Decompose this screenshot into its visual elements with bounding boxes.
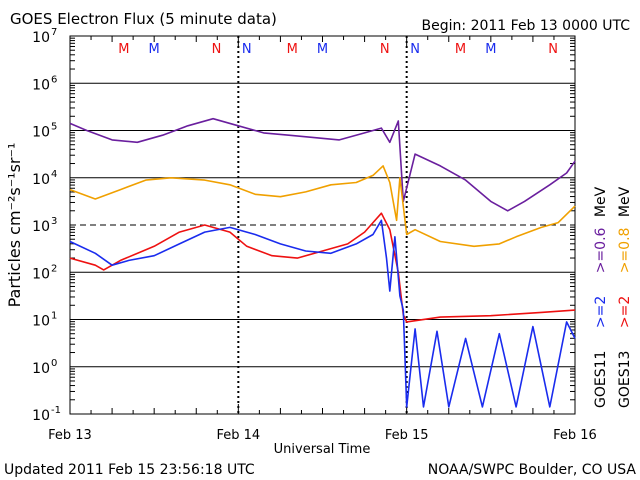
x-tick-label: Feb 13 (48, 428, 92, 443)
x-axis-label: Universal Time (274, 442, 371, 457)
y-tick-exponent: 2 (51, 263, 57, 274)
series-line-blue (69, 219, 576, 408)
day-marker-label: N (212, 42, 222, 57)
begin-time: Begin: 2011 Feb 13 0000 UTC (422, 18, 631, 34)
y-tick-exponent: 3 (51, 216, 57, 227)
x-tick-labels: Feb 13 Feb 14 Feb 15 Feb 16 (48, 428, 597, 443)
x-tick-label: Feb 16 (553, 428, 597, 443)
y-tick-exponent: 4 (51, 169, 57, 180)
day-marker-label: N (548, 42, 558, 57)
y-tick-exponent: 7 (51, 27, 57, 38)
day-divider-lines (237, 36, 408, 414)
legend-mev-left: MeV (593, 186, 609, 217)
updated-timestamp: Updated 2011 Feb 15 23:56:18 UTC (4, 462, 255, 478)
y-tick-exponent: 5 (51, 122, 57, 133)
y-tick-label: 10 (32, 408, 50, 424)
day-marker-label: M (118, 42, 129, 57)
legend-ge2-goes13: >=2 (617, 296, 633, 328)
series-group (69, 117, 576, 408)
y-tick-label: 10 (32, 219, 50, 235)
legend-ge08: >=0.8 (617, 228, 633, 274)
y-tick-exponent: 1 (51, 311, 57, 322)
x-tick-label: Feb 14 (216, 428, 260, 443)
legend-ge06: >=0.6 (593, 227, 609, 273)
x-tick-label: Feb 15 (385, 428, 429, 443)
day-marker-label: M (455, 42, 466, 57)
day-marker-label: N (380, 42, 390, 57)
series-line-purple (69, 117, 576, 212)
y-tick-label: 10 (32, 266, 50, 282)
series-line-orange (69, 165, 576, 248)
y-tick-label: 10 (32, 172, 50, 188)
legend-goes11: GOES11 >=2 >=0.6 MeV (593, 186, 609, 408)
svg-text:GOES13 >=2 >=0.8: GOES13 >=2 >=0.8 MeV (617, 186, 633, 408)
credit-label: NOAA/SWPC Boulder, CO USA (428, 462, 637, 478)
legend-goes13-label: GOES13 (617, 351, 633, 408)
y-tick-exponent: -1 (51, 405, 61, 416)
day-marker-label: M (149, 42, 160, 57)
y-tick-label: 10 (32, 314, 50, 330)
y-tick-label: 10 (32, 30, 50, 46)
series-line-red (69, 212, 576, 323)
chart-title: GOES Electron Flux (5 minute data) (10, 10, 277, 28)
y-tick-label: 10 (32, 361, 50, 377)
y-tick-exponent: 0 (51, 358, 57, 369)
grid-lines (69, 36, 576, 414)
y-tick-label: 10 (32, 77, 50, 93)
legend-goes11-label: GOES11 (593, 351, 609, 408)
day-marker-label: M (287, 42, 298, 57)
y-axis-label: Particles cm⁻²s⁻¹sr⁻¹ (5, 143, 24, 308)
legend-ge2-goes11: >=2 (593, 296, 609, 328)
legend-goes13: GOES13 >=2 >=0.8 MeV (617, 186, 633, 408)
y-tick-label: 10 (32, 125, 50, 141)
day-marker-label: N (242, 42, 252, 57)
day-marker-label: M (317, 42, 328, 57)
y-tick-exponent: 6 (51, 74, 57, 85)
svg-text:GOES11 >=2 >=0.6: GOES11 >=2 >=0.6 MeV (593, 186, 609, 408)
day-marker-label: M (485, 42, 496, 57)
day-marker-label: N (410, 42, 420, 57)
legend-mev-right: MeV (617, 186, 633, 217)
